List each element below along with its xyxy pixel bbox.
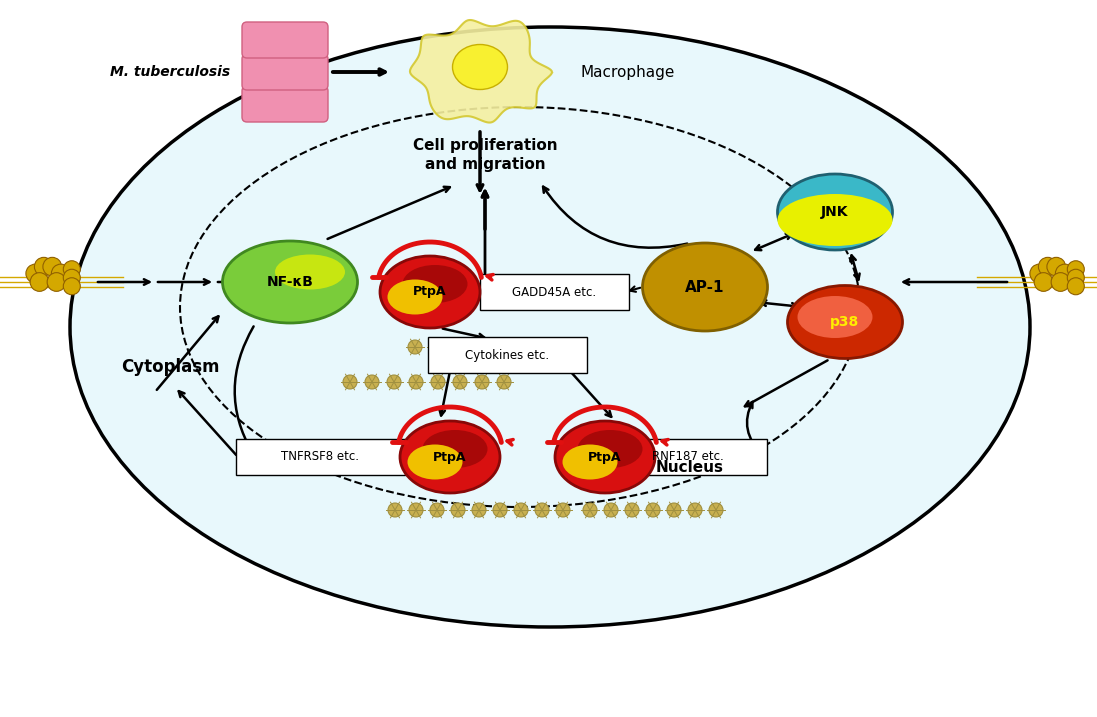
Ellipse shape (1039, 257, 1058, 276)
Text: Cytoplasm: Cytoplasm (121, 358, 219, 376)
Ellipse shape (577, 430, 643, 468)
FancyBboxPatch shape (480, 274, 629, 310)
FancyBboxPatch shape (608, 439, 767, 475)
Ellipse shape (604, 503, 618, 517)
Ellipse shape (450, 340, 464, 354)
FancyBboxPatch shape (236, 439, 405, 475)
Ellipse shape (52, 264, 70, 282)
Ellipse shape (400, 421, 500, 493)
Ellipse shape (343, 375, 357, 389)
Ellipse shape (1067, 261, 1084, 277)
Ellipse shape (422, 430, 487, 468)
Ellipse shape (563, 445, 618, 480)
Ellipse shape (275, 255, 344, 290)
FancyBboxPatch shape (242, 86, 328, 122)
Ellipse shape (380, 256, 480, 328)
Ellipse shape (625, 503, 638, 517)
Text: NF-κB: NF-κB (267, 275, 314, 289)
Ellipse shape (70, 27, 1030, 627)
Ellipse shape (778, 194, 893, 246)
Ellipse shape (223, 241, 358, 323)
Ellipse shape (513, 340, 527, 354)
Ellipse shape (555, 421, 655, 493)
Ellipse shape (64, 277, 80, 295)
Ellipse shape (497, 375, 511, 389)
Ellipse shape (475, 375, 489, 389)
Ellipse shape (491, 340, 506, 354)
Ellipse shape (1055, 264, 1074, 282)
Ellipse shape (409, 503, 423, 517)
Polygon shape (410, 20, 552, 123)
Ellipse shape (709, 503, 723, 517)
Ellipse shape (688, 503, 702, 517)
Text: Cell proliferation
and migration: Cell proliferation and migration (412, 138, 557, 172)
Ellipse shape (387, 375, 402, 389)
Ellipse shape (387, 280, 442, 315)
Ellipse shape (583, 503, 597, 517)
Ellipse shape (472, 503, 486, 517)
Ellipse shape (429, 340, 443, 354)
Ellipse shape (47, 272, 66, 291)
Ellipse shape (407, 445, 463, 480)
Ellipse shape (409, 375, 423, 389)
Text: AP-1: AP-1 (686, 280, 725, 295)
Text: Cytokines etc.: Cytokines etc. (465, 348, 550, 361)
Text: PtpA: PtpA (588, 450, 622, 463)
Ellipse shape (798, 296, 872, 338)
Ellipse shape (556, 503, 570, 517)
Text: RNF187 etc.: RNF187 etc. (652, 450, 724, 463)
Ellipse shape (643, 243, 768, 331)
Text: M. tuberculosis: M. tuberculosis (110, 65, 230, 79)
Ellipse shape (430, 503, 444, 517)
Ellipse shape (471, 340, 485, 354)
Ellipse shape (34, 257, 53, 276)
Ellipse shape (451, 503, 465, 517)
Ellipse shape (64, 261, 80, 277)
Ellipse shape (431, 375, 445, 389)
Ellipse shape (514, 503, 528, 517)
Ellipse shape (408, 340, 422, 354)
Text: Nucleus: Nucleus (656, 460, 724, 475)
Text: Macrophage: Macrophage (580, 65, 675, 80)
Ellipse shape (1067, 277, 1084, 295)
Ellipse shape (453, 375, 467, 389)
Ellipse shape (365, 375, 378, 389)
Ellipse shape (1034, 272, 1053, 291)
Ellipse shape (26, 264, 45, 282)
Text: TNFRSF8 etc.: TNFRSF8 etc. (281, 450, 359, 463)
Ellipse shape (403, 265, 467, 303)
FancyBboxPatch shape (242, 22, 328, 58)
Ellipse shape (534, 340, 548, 354)
Ellipse shape (646, 503, 660, 517)
Ellipse shape (788, 285, 903, 358)
Ellipse shape (64, 270, 80, 286)
Text: p38: p38 (830, 315, 860, 329)
Text: PtpA: PtpA (433, 450, 466, 463)
FancyBboxPatch shape (428, 337, 587, 373)
Ellipse shape (1067, 270, 1084, 286)
Ellipse shape (493, 503, 507, 517)
Ellipse shape (1051, 272, 1070, 291)
Ellipse shape (30, 272, 49, 291)
Ellipse shape (667, 503, 681, 517)
Text: PtpA: PtpA (414, 285, 446, 298)
Ellipse shape (388, 503, 402, 517)
Ellipse shape (43, 257, 61, 276)
Ellipse shape (1030, 264, 1049, 282)
Ellipse shape (1047, 257, 1065, 276)
Text: GADD45A etc.: GADD45A etc. (512, 285, 596, 298)
Ellipse shape (778, 174, 893, 250)
Ellipse shape (452, 44, 508, 90)
FancyBboxPatch shape (242, 54, 328, 90)
Text: JNK: JNK (822, 205, 849, 219)
Ellipse shape (535, 503, 548, 517)
